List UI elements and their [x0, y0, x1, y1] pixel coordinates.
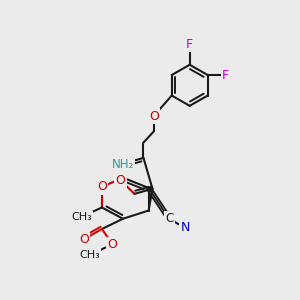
- Text: O: O: [108, 238, 118, 251]
- Text: CH₃: CH₃: [71, 212, 92, 222]
- Text: O: O: [116, 174, 125, 187]
- Text: F: F: [186, 38, 193, 51]
- Text: CH₃: CH₃: [79, 250, 100, 260]
- Text: O: O: [97, 180, 107, 194]
- Text: NH₂: NH₂: [112, 158, 134, 171]
- Text: N: N: [180, 221, 190, 235]
- Text: F: F: [222, 68, 229, 82]
- Text: C: C: [165, 212, 173, 225]
- Text: O: O: [79, 233, 89, 246]
- Text: O: O: [149, 110, 159, 123]
